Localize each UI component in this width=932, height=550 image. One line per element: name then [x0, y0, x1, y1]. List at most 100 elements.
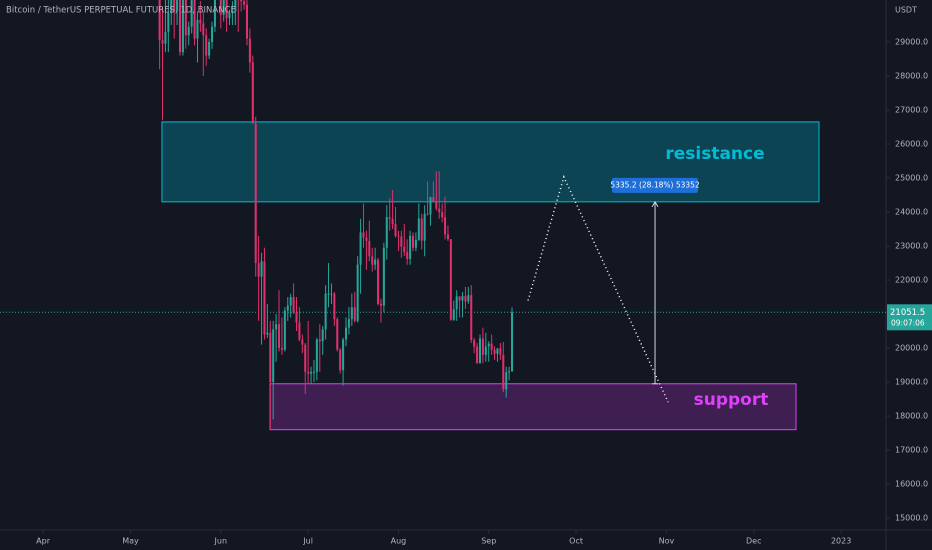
candle-body [219, 0, 222, 15]
candle-body [321, 329, 324, 342]
candle-body [449, 239, 452, 320]
candle-body [502, 354, 505, 390]
candle-body [164, 31, 167, 44]
y-tick-label: 18000.0 [895, 412, 928, 421]
candle-body [318, 339, 321, 342]
measure-label-box [612, 177, 699, 193]
candle-body [254, 123, 257, 264]
candle-body [499, 348, 502, 355]
candle-body [371, 256, 374, 265]
candle-body [269, 332, 272, 383]
candle-body [245, 4, 249, 39]
x-tick-label: Jul [302, 537, 313, 546]
candle-body [213, 0, 216, 27]
candle-body [222, 0, 225, 15]
chart-title: Bitcoin / TetherUS PERPETUAL FUTURES, 1D… [6, 6, 236, 16]
candle-body [478, 338, 482, 364]
x-tick-label: Dec [746, 537, 761, 546]
candle-body [161, 40, 164, 44]
candle-body [473, 339, 476, 347]
candle-body [365, 237, 368, 241]
candle-body [487, 343, 490, 347]
candle-body [312, 371, 315, 373]
y-tick-label: 23000.0 [895, 242, 928, 251]
candle-body [301, 339, 304, 345]
candle-body [283, 310, 286, 350]
candle-body [205, 35, 208, 56]
measure-arrowhead [651, 200, 659, 208]
candle-body [476, 346, 479, 364]
candle-body [231, 11, 234, 14]
countdown-label: 09:07:06 [891, 318, 925, 327]
x-tick-label: Aug [391, 537, 407, 546]
y-tick-label: 22000.0 [895, 276, 928, 285]
y-tick-label: 28000.0 [895, 72, 928, 81]
candle-body [467, 295, 470, 302]
x-tick-label: Apr [36, 537, 51, 546]
candle-body [315, 339, 318, 372]
candle-body [435, 201, 438, 209]
candle-body [330, 293, 333, 295]
candle-body [403, 246, 406, 253]
candle-body [377, 259, 380, 304]
candle-body [275, 324, 278, 330]
candle-body [441, 212, 444, 218]
candle-body [342, 339, 345, 371]
x-tick-label: May [122, 537, 139, 546]
candle-body [368, 240, 371, 257]
zone-label: resistance [665, 144, 764, 164]
candle-body [446, 234, 449, 240]
candle-body [292, 297, 295, 313]
measure-label: 5335.2 (28.18%) 53352 [610, 180, 700, 189]
candle-body [333, 293, 336, 320]
y-tick-label: 26000.0 [895, 140, 928, 149]
candle-body [208, 41, 211, 56]
candle-body [211, 26, 214, 42]
candle-body [388, 217, 391, 219]
candle-body [184, 0, 187, 36]
last-price-label: 21051.5 [890, 308, 925, 318]
candle-body [304, 344, 307, 372]
x-tick-label: Jun [214, 537, 228, 546]
y-tick-label: 16000.0 [895, 480, 928, 489]
candle-body [347, 319, 350, 328]
candle-body [272, 329, 275, 383]
plot-area: resistance support 5335.2 (28.18%) 53352 [0, 0, 886, 431]
candle-body [167, 13, 170, 32]
candle-body [344, 327, 348, 340]
candle-body [225, 0, 228, 19]
y-tick-label: 15000.0 [895, 514, 928, 523]
candle-body [243, 1, 246, 5]
candle-body [382, 247, 385, 306]
candle-body [374, 259, 377, 265]
candle-body [286, 305, 289, 311]
candle-body [260, 261, 263, 277]
candle-body [508, 371, 511, 373]
candle-body [493, 349, 496, 354]
candle-body [327, 293, 330, 295]
candle-body [432, 197, 435, 202]
candle-body [263, 261, 266, 335]
candle-body [173, 0, 176, 12]
candle-body [248, 38, 251, 63]
candle-body [484, 346, 487, 355]
candle-body [240, 0, 243, 2]
candle-body [266, 332, 269, 335]
y-tick-label: 20000.0 [895, 344, 928, 353]
y-tick-label: 19000.0 [895, 378, 928, 387]
candle-body [420, 218, 423, 241]
candle-body [359, 232, 362, 265]
candle-body [464, 296, 467, 302]
candle-body [298, 322, 301, 340]
candle-body [496, 348, 499, 354]
candle-body [176, 0, 179, 12]
candle-body [385, 217, 388, 248]
candle-body [307, 371, 310, 374]
candle-body [458, 296, 461, 301]
candle-body [190, 0, 193, 27]
candle-body [455, 296, 458, 310]
candle-body [295, 312, 298, 323]
candle-body [379, 303, 382, 306]
